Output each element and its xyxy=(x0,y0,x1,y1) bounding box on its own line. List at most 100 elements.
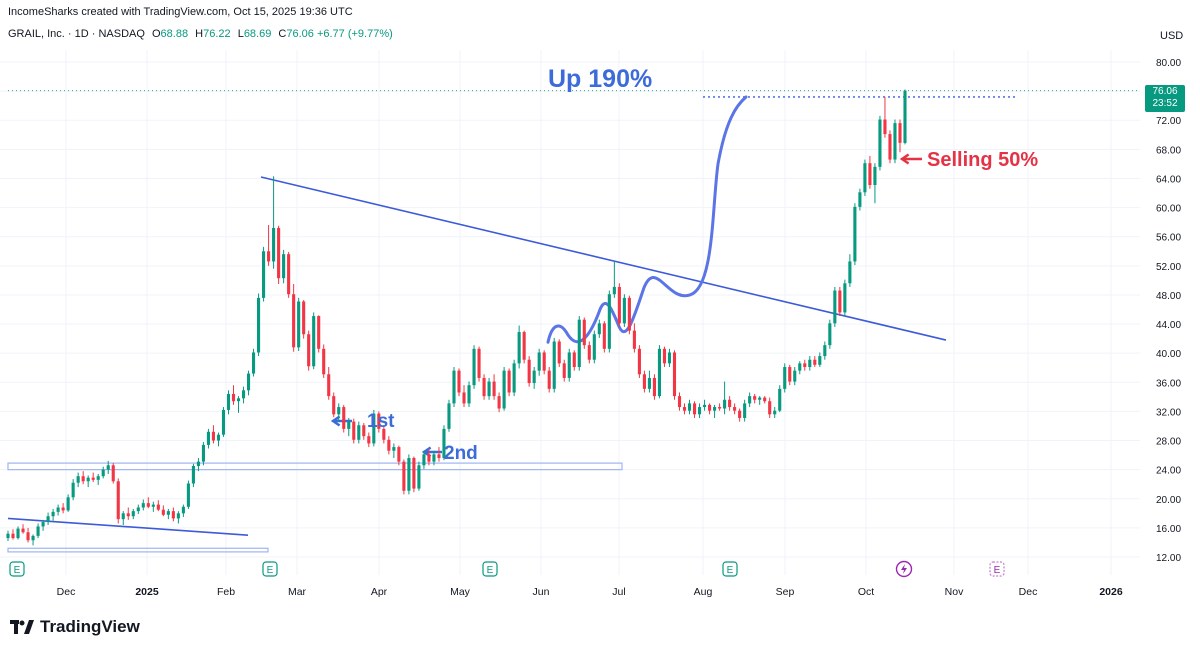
annotation-labels: Up 190% Selling 50% 1st 2nd xyxy=(367,65,1038,464)
candle-body xyxy=(793,370,797,382)
y-tick-label: 60.00 xyxy=(1156,204,1181,215)
candles xyxy=(6,89,907,546)
candle-body xyxy=(161,509,165,515)
candle-body xyxy=(527,359,531,384)
candle-body xyxy=(126,513,130,517)
candle-body xyxy=(858,192,862,207)
candle-body xyxy=(297,301,301,348)
bolt-icon xyxy=(901,564,907,574)
candle-body xyxy=(873,166,877,186)
candle-body xyxy=(467,385,471,404)
candle-body xyxy=(517,332,521,364)
candle-body xyxy=(853,206,857,262)
candle-body xyxy=(407,458,411,491)
candle-body xyxy=(397,447,401,462)
candle-body xyxy=(672,352,677,397)
y-tick-label: 52.00 xyxy=(1156,262,1181,273)
candle-body xyxy=(206,431,211,445)
candle-body xyxy=(46,516,50,523)
candle-body xyxy=(116,481,120,520)
candle-body xyxy=(156,504,160,510)
y-tick-label: 44.00 xyxy=(1156,320,1181,331)
tradingview-footer[interactable]: TradingView xyxy=(10,617,140,637)
earnings-marker xyxy=(262,561,278,577)
candle-body xyxy=(216,434,221,441)
candle-body xyxy=(16,528,20,539)
candle-body xyxy=(11,533,15,539)
candle-body xyxy=(171,511,175,519)
candle-body xyxy=(307,334,311,367)
earnings-marker-label: E xyxy=(14,565,21,576)
candle-body xyxy=(778,388,782,411)
y-tick-label: 32.00 xyxy=(1156,407,1181,418)
symbol-legend: GRAIL, Inc. · 1D · NASDAQ O68.88 H76.22 … xyxy=(8,28,393,40)
y-tick-label: 48.00 xyxy=(1156,291,1181,302)
candle-body xyxy=(758,397,762,400)
candle-body xyxy=(497,396,501,409)
candle-body xyxy=(36,526,40,536)
candle-body xyxy=(101,469,105,477)
candle-body xyxy=(267,251,271,262)
bar-countdown: 23:52 xyxy=(1152,98,1178,109)
candle-body xyxy=(211,431,216,441)
low-value: 68.69 xyxy=(243,28,272,40)
candle-body xyxy=(96,476,100,480)
candle-body xyxy=(392,447,396,451)
candle-body xyxy=(632,330,636,349)
x-tick-label: 2026 xyxy=(1099,586,1123,598)
change-value: +6.77 (+9.77%) xyxy=(316,28,393,40)
candle-body xyxy=(843,283,847,313)
x-tick-label: Mar xyxy=(288,586,307,598)
candle-body xyxy=(708,404,712,411)
candle-body xyxy=(492,381,496,397)
candle-body xyxy=(808,359,812,368)
candle-body xyxy=(81,476,85,482)
candle-body xyxy=(292,294,296,348)
candle-body xyxy=(56,507,60,512)
lower-support-box xyxy=(7,547,269,553)
candle-body xyxy=(347,421,351,429)
open-label: O xyxy=(151,28,161,40)
candle-body xyxy=(106,465,110,470)
candle-body xyxy=(277,227,281,279)
candle-body xyxy=(642,374,646,389)
candle-body xyxy=(332,396,336,415)
y-tick-label: 20.00 xyxy=(1156,495,1181,506)
grid xyxy=(0,50,1140,575)
candle-body xyxy=(66,497,70,511)
candle-body xyxy=(838,290,842,313)
candle-body xyxy=(903,90,907,143)
candle-body xyxy=(833,290,837,324)
candle-body xyxy=(773,410,777,415)
candle-body xyxy=(487,381,491,397)
descending-trendline xyxy=(260,176,947,341)
earnings-marker-label: E xyxy=(727,565,734,576)
x-tick-label: Apr xyxy=(371,586,388,598)
candle-body xyxy=(507,370,511,393)
candle-body xyxy=(31,535,35,541)
candle-body xyxy=(567,352,571,378)
candle-body xyxy=(131,511,135,517)
candle-body xyxy=(637,348,641,375)
candle-body xyxy=(357,425,361,440)
candle-body xyxy=(647,377,651,389)
candle-body xyxy=(798,363,802,371)
candle-body xyxy=(878,119,882,167)
candle-body xyxy=(682,407,687,411)
candle-body xyxy=(522,332,526,360)
y-tick-label: 16.00 xyxy=(1156,524,1181,535)
candle-body xyxy=(788,367,792,382)
candle-body xyxy=(692,403,697,415)
y-tick-label: 56.00 xyxy=(1156,233,1181,244)
candle-body xyxy=(667,352,672,364)
earnings-marker-label: E xyxy=(267,565,274,576)
candle-body xyxy=(367,436,371,444)
candle-body xyxy=(41,522,45,527)
candle-body xyxy=(803,363,807,368)
candle-body xyxy=(868,163,872,186)
candle-body xyxy=(337,407,341,415)
candle-body xyxy=(136,507,140,512)
candle-body xyxy=(477,348,481,378)
candle-body xyxy=(226,393,231,410)
